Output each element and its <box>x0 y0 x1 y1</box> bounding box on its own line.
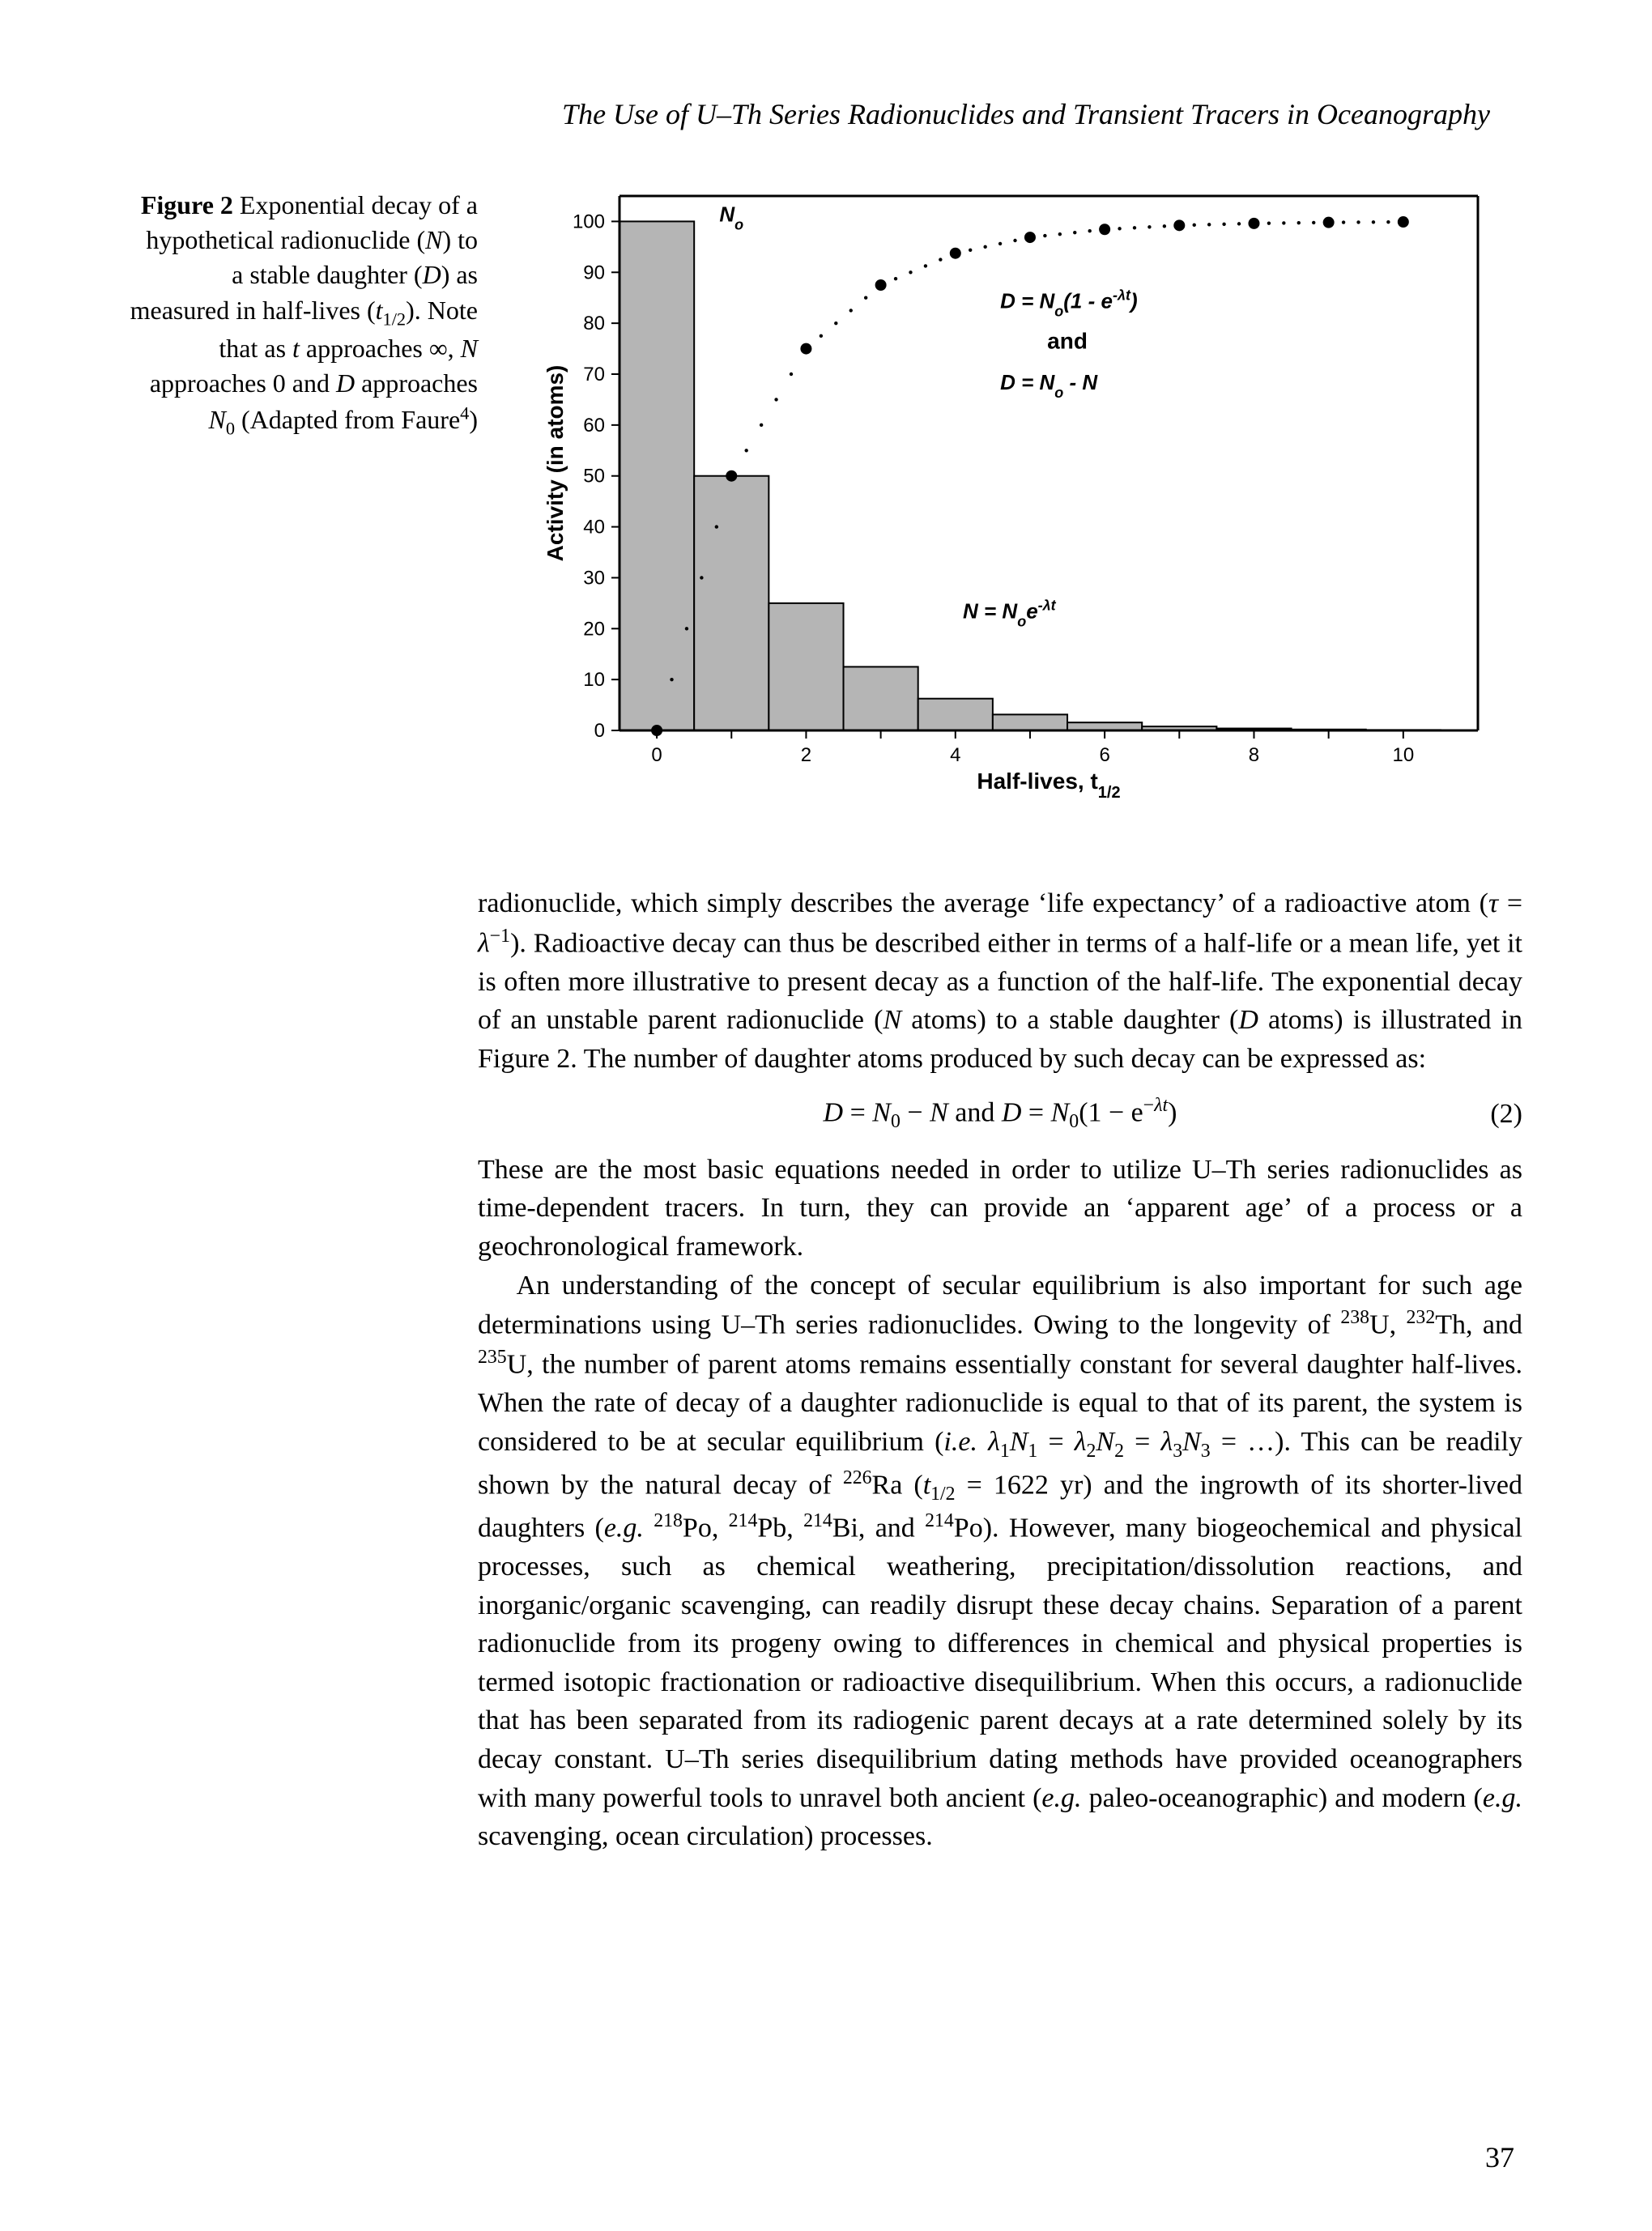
decay-chart: 0 10 20 30 40 50 60 70 80 90 100 0 2 4 6 8 10 Activity (i… <box>510 180 1522 828</box>
svg-text:D = No(1 - e-λt): D = No(1 - e-λt) <box>1000 287 1138 319</box>
svg-text:and: and <box>1047 329 1088 354</box>
chart-svg: 0 10 20 30 40 50 60 70 80 90 100 0 2 4 6 8 10 Activity (i… <box>510 180 1522 828</box>
svg-text:6: 6 <box>1099 744 1109 766</box>
paragraph-3: An understanding of the concept of secul… <box>478 1267 1522 1856</box>
svg-text:90: 90 <box>583 262 605 283</box>
svg-text:30: 30 <box>583 567 605 589</box>
svg-text:80: 80 <box>583 313 605 334</box>
svg-text:10: 10 <box>1392 744 1414 766</box>
equation-expr: D = N0 − N and D = N0(1 − e−λt) <box>824 1092 1177 1135</box>
svg-text:100: 100 <box>573 211 605 232</box>
figure-caption: Figure 2 Exponential decay of a hypothet… <box>130 180 478 828</box>
svg-text:N = Noe-λt: N = Noe-λt <box>963 598 1057 630</box>
figure-caption-text: Exponential decay of a hypothetical radi… <box>130 190 478 434</box>
svg-text:60: 60 <box>583 415 605 436</box>
svg-text:70: 70 <box>583 364 605 385</box>
svg-text:4: 4 <box>950 744 960 766</box>
page-number: 37 <box>1485 2140 1514 2174</box>
svg-text:40: 40 <box>583 517 605 539</box>
body-text: radionuclide, which simply describes the… <box>478 884 1522 1856</box>
svg-text:No: No <box>719 202 743 232</box>
svg-text:50: 50 <box>583 466 605 487</box>
svg-text:8: 8 <box>1249 744 1259 766</box>
svg-text:0: 0 <box>651 744 662 766</box>
paragraph-2: These are the most basic equations neede… <box>478 1151 1522 1267</box>
svg-text:Activity (in atoms): Activity (in atoms) <box>543 365 568 562</box>
svg-text:0: 0 <box>594 720 605 742</box>
svg-text:D = No - N: D = No - N <box>1000 370 1098 401</box>
svg-text:10: 10 <box>583 669 605 691</box>
figure-row: Figure 2 Exponential decay of a hypothet… <box>130 180 1522 828</box>
equation-2: D = N0 − N and D = N0(1 − e−λt) (2) <box>478 1092 1522 1135</box>
paragraph-1: radionuclide, which simply describes the… <box>478 884 1522 1078</box>
figure-label: Figure 2 <box>141 190 233 219</box>
svg-text:2: 2 <box>801 744 811 766</box>
svg-text:20: 20 <box>583 618 605 640</box>
running-head: The Use of U–Th Series Radionuclides and… <box>130 97 1522 131</box>
equation-number: (2) <box>1490 1095 1522 1134</box>
svg-text:Half-lives, t1/2: Half-lives, t1/2 <box>977 769 1120 802</box>
